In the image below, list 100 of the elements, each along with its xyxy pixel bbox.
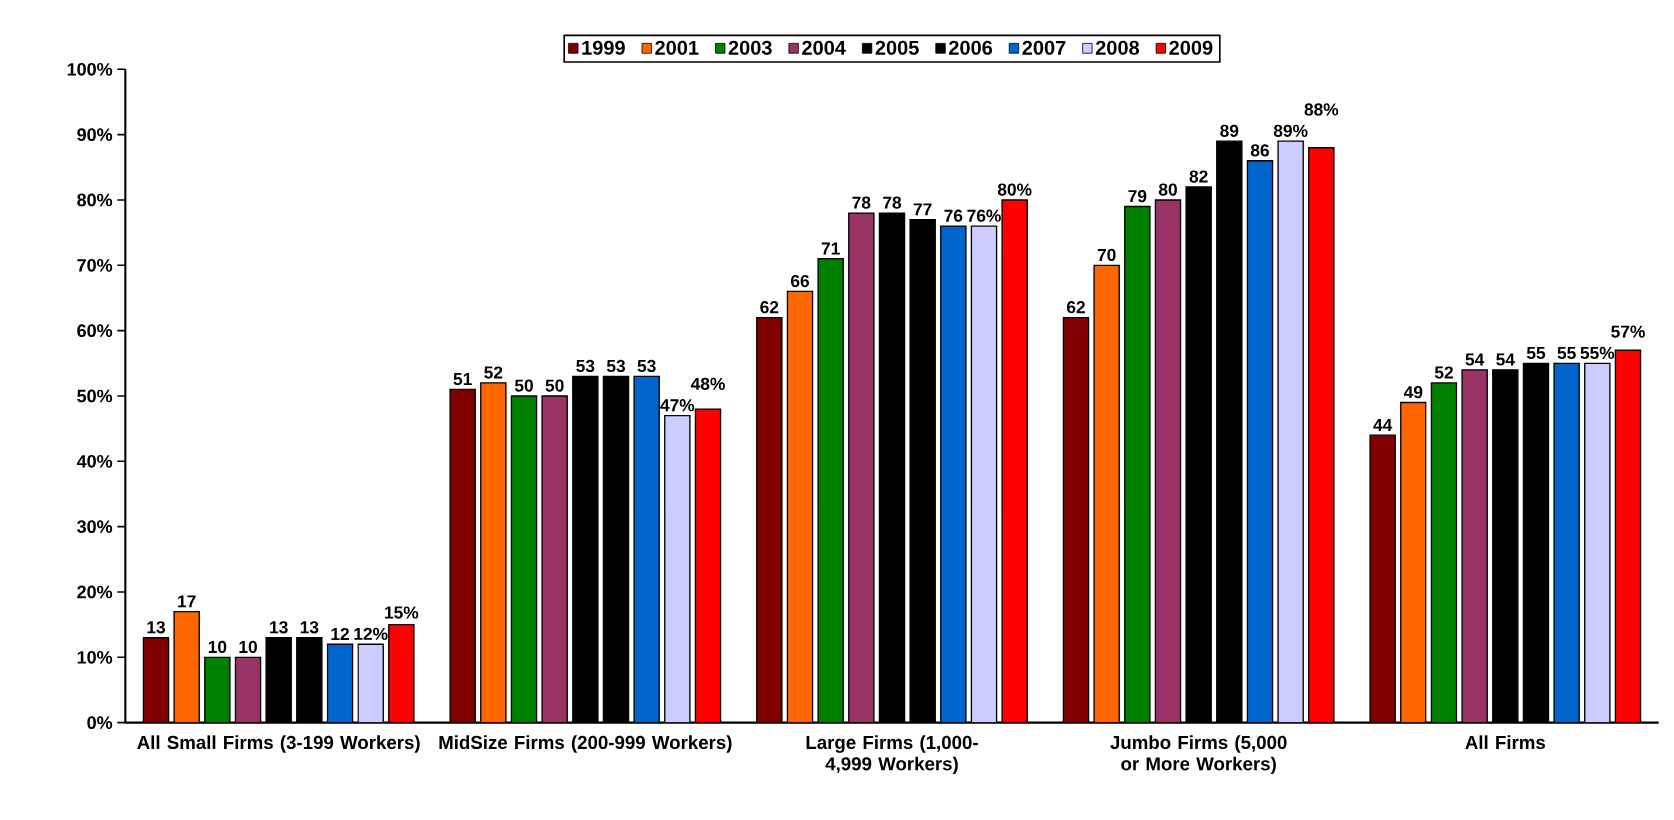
data-label: 10	[208, 640, 227, 654]
bar	[1400, 401, 1427, 723]
x-tick-label: Jumbo Firms (5,000 or More Workers)	[1110, 735, 1287, 775]
data-label: 44	[1373, 419, 1393, 431]
bar	[450, 389, 476, 723]
legend-label: 2009	[1169, 40, 1213, 55]
data-label: 80%	[997, 183, 1032, 196]
data-label: 12	[331, 627, 349, 640]
data-label: 15%	[385, 606, 419, 619]
data-label: 77	[913, 203, 932, 216]
data-label: 51	[453, 373, 472, 386]
bar	[1155, 199, 1181, 723]
legend-label: 2005	[875, 40, 919, 55]
bar	[1461, 369, 1488, 723]
data-label: 70	[1097, 248, 1116, 262]
data-label: 50	[514, 379, 533, 392]
data-label: 80	[1158, 183, 1177, 196]
data-label: 55	[1526, 346, 1546, 360]
bar	[940, 226, 966, 723]
y-tick-label: 30%	[77, 520, 113, 534]
data-label: 66	[790, 274, 810, 288]
data-label: 82	[1189, 170, 1208, 183]
y-tick-label: 80%	[77, 193, 113, 207]
data-label: 54	[1465, 353, 1485, 366]
data-label: 89	[1220, 124, 1239, 137]
data-label: 49	[1403, 385, 1423, 399]
data-label: 13	[270, 621, 288, 634]
data-label: 86	[1250, 144, 1269, 157]
legend-label: 2004	[802, 40, 846, 55]
bar	[1584, 362, 1611, 723]
data-label: 47%	[660, 399, 695, 412]
data-label: 79	[1128, 189, 1147, 203]
data-label: 71	[821, 242, 840, 255]
legend-label: 2006	[949, 40, 993, 55]
bar	[480, 382, 506, 723]
bar	[971, 226, 997, 723]
data-label: 55	[1557, 346, 1576, 360]
y-tick-label: 0%	[87, 716, 113, 730]
legend-label: 2008	[1095, 40, 1140, 55]
bar	[1308, 147, 1334, 723]
data-label: 52	[1434, 366, 1453, 379]
x-tick-label: All Small Firms (3-199 Workers)	[137, 735, 420, 753]
bar	[358, 644, 384, 723]
data-label: 78	[852, 196, 871, 209]
data-label: 10	[239, 640, 257, 654]
data-label: 12%	[354, 627, 388, 640]
bar	[542, 395, 568, 723]
bar	[204, 657, 230, 723]
bar	[1063, 317, 1089, 723]
bar	[511, 395, 537, 723]
x-tick-label: Large Firms (1,000-4,999 Workers)	[806, 735, 978, 775]
data-label: 50	[545, 379, 564, 392]
data-label: 53	[637, 359, 656, 373]
bar	[1094, 265, 1120, 723]
legend-label: 2007	[1022, 40, 1066, 55]
bar	[634, 376, 660, 723]
bar	[787, 291, 813, 723]
data-label: 76	[944, 209, 963, 222]
data-label: 54	[1496, 353, 1515, 366]
bar	[235, 657, 261, 723]
bar	[1369, 434, 1396, 723]
y-tick-label: 20%	[77, 585, 113, 599]
data-label: 62	[760, 301, 779, 314]
y-tick-label: 10%	[77, 650, 113, 664]
data-label: 13	[300, 621, 319, 634]
bar	[1614, 349, 1642, 723]
legend-label: 1999	[582, 40, 625, 55]
y-tick-label: 60%	[77, 324, 113, 338]
bar	[327, 644, 353, 723]
data-label: 55%	[1580, 346, 1615, 360]
bar	[388, 624, 414, 723]
bar	[1002, 199, 1028, 723]
bar	[1430, 382, 1458, 723]
x-tick-label: All Firms	[1465, 735, 1545, 750]
legend-label: 2001	[655, 40, 699, 55]
bar	[818, 258, 844, 723]
data-label: 76%	[967, 209, 1001, 222]
bar	[1124, 206, 1150, 723]
bar	[848, 213, 874, 723]
bar	[174, 611, 200, 723]
y-tick-label: 100%	[67, 62, 113, 76]
data-label: 17	[178, 595, 196, 608]
data-label: 13	[147, 621, 166, 634]
bar	[756, 317, 782, 723]
data-label: 62	[1066, 301, 1085, 314]
data-label: 89%	[1273, 124, 1308, 137]
x-tick-label: MidSize Firms (200-999 Workers)	[439, 735, 732, 753]
data-label: 48%	[690, 377, 725, 390]
y-tick-label: 70%	[77, 258, 113, 272]
y-tick-label: 50%	[77, 389, 113, 403]
data-label: 53	[606, 359, 626, 373]
data-label: 53	[576, 359, 595, 373]
bar	[1553, 362, 1580, 723]
bar	[143, 637, 169, 723]
legend-label: 2003	[728, 40, 772, 55]
y-tick-label: 40%	[76, 454, 113, 468]
data-label: 78	[883, 196, 902, 209]
bar	[1278, 141, 1304, 723]
data-label: 88%	[1304, 103, 1339, 116]
data-label: 57%	[1611, 325, 1645, 338]
